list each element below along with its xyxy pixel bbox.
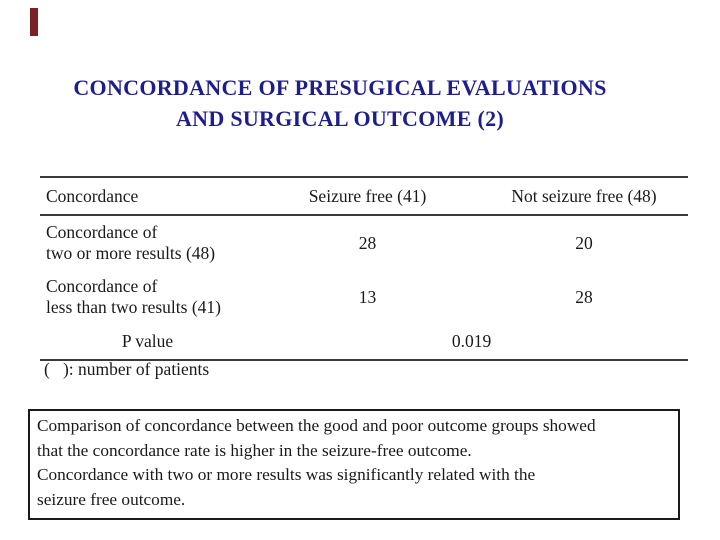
summary-line: Concordance with two or more results was…	[37, 465, 536, 484]
table-header-row: Concordance Seizure free (41) Not seizur…	[40, 178, 688, 216]
summary-line: Comparison of concordance between the go…	[37, 416, 596, 435]
cell-seizure-free: 13	[358, 286, 377, 307]
row-label-line2: less than two results (41)	[46, 297, 221, 317]
p-value-number: 0.019	[451, 331, 492, 351]
row-label-line1: Concordance of	[46, 276, 158, 296]
cell-not-seizure-free: 28	[575, 286, 593, 307]
row-label: Concordance of two or more results (48)	[40, 222, 255, 264]
table-footnote: ( ): number of patients	[44, 359, 210, 379]
slide-title: CONCORDANCE OF PRESUGICAL EVALUATIONS AN…	[20, 72, 660, 134]
cell-not-seizure-free: 20	[575, 232, 593, 253]
p-value-label: P value	[121, 331, 174, 351]
table-row: Concordance of two or more results (48) …	[40, 216, 688, 270]
concordance-table: Concordance Seizure free (41) Not seizur…	[40, 176, 688, 361]
table-header-seizure-free: Seizure free (41)	[308, 185, 427, 206]
slide-title-line1: CONCORDANCE OF PRESUGICAL EVALUATIONS	[73, 75, 607, 100]
summary-line: that the concordance rate is higher in t…	[37, 440, 472, 460]
slide-title-line2: AND SURGICAL OUTCOME (2)	[175, 106, 505, 131]
table-row: Concordance of less than two results (41…	[40, 270, 688, 324]
p-value-row: P value 0.019	[40, 324, 688, 359]
summary-text-box: Comparison of concordance between the go…	[28, 409, 680, 520]
accent-bar	[30, 8, 38, 36]
table-header-not-seizure-free: Not seizure free (48)	[511, 185, 657, 206]
row-label: Concordance of less than two results (41…	[40, 276, 255, 318]
summary-line: seizure free outcome.	[37, 489, 186, 509]
row-label-line1: Concordance of	[46, 222, 158, 242]
cell-seizure-free: 28	[358, 232, 377, 253]
row-label-line2: two or more results (48)	[46, 243, 216, 263]
table-header-concordance: Concordance	[46, 185, 139, 206]
